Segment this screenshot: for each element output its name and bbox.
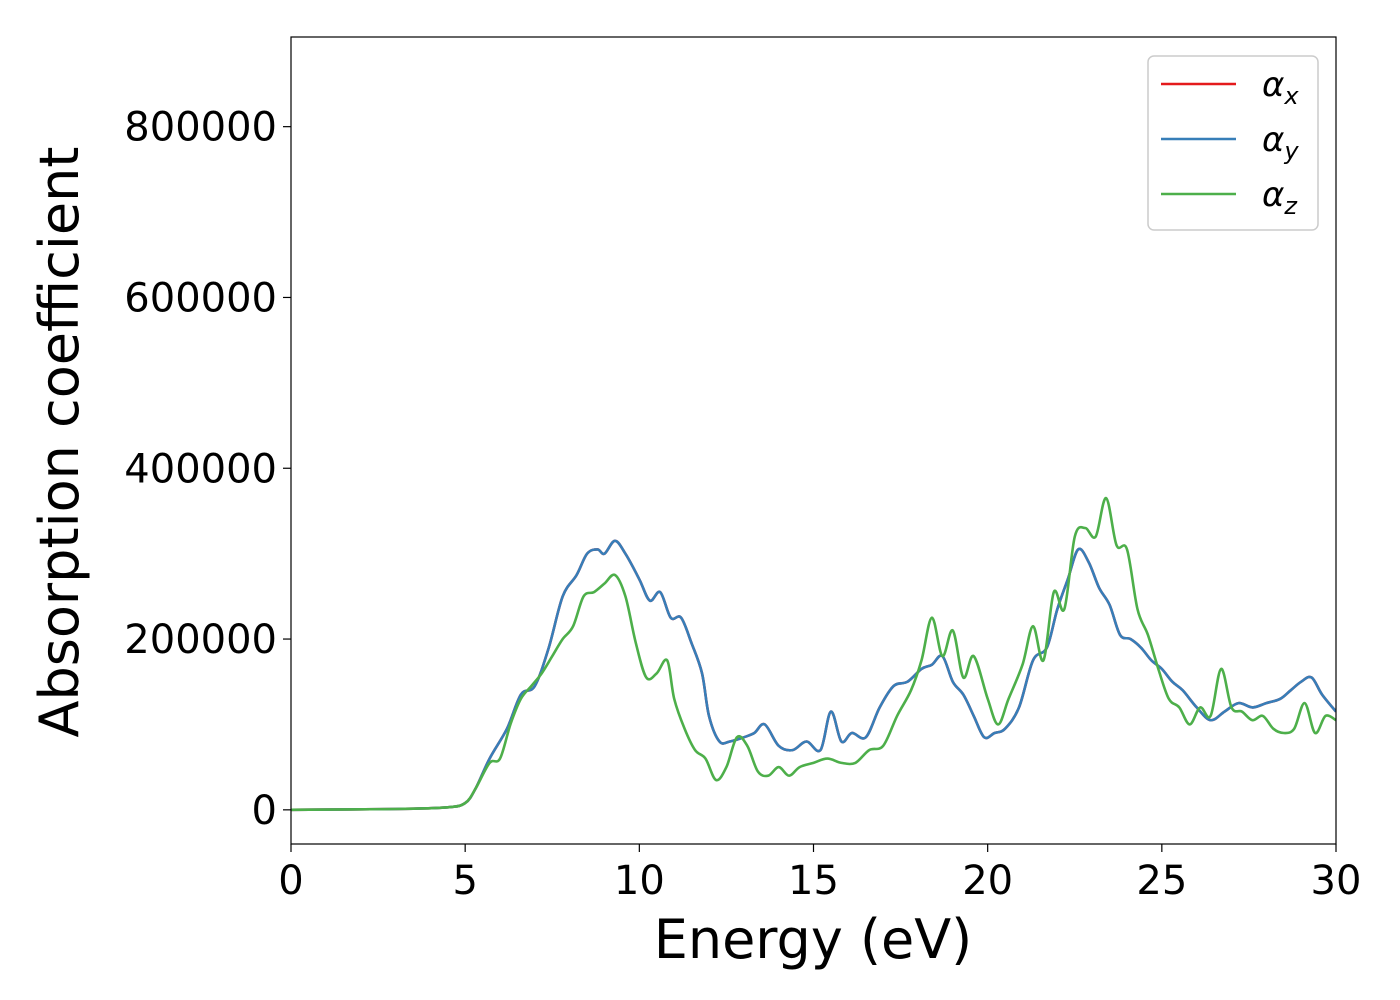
series-layer (291, 496, 1336, 812)
x-tick-label: 10 (614, 858, 665, 904)
legend-label-y: αy (1262, 120, 1299, 165)
x-tick-label: 0 (278, 858, 303, 904)
x-tick-label: 25 (1136, 858, 1187, 904)
x-axis: 0 5 10 15 20 25 30 (278, 844, 1361, 904)
y-tick-label: 400000 (124, 446, 277, 492)
y-tick-label: 0 (252, 788, 277, 834)
x-tick-label: 15 (788, 858, 839, 904)
y-axis: 0 200000 400000 600000 800000 (124, 105, 291, 834)
y-tick-label: 600000 (124, 275, 277, 321)
legend-label-x: αx (1262, 65, 1299, 110)
x-tick-label: 20 (962, 858, 1013, 904)
legend-label-z: αz (1262, 175, 1298, 220)
legend: αx αy αz (1147, 55, 1319, 231)
series-line-y (291, 539, 1336, 812)
y-tick-label: 800000 (124, 105, 277, 151)
x-axis-label: Energy (eV) (654, 908, 973, 971)
series-line-z (291, 496, 1336, 812)
legend-box (1147, 55, 1319, 231)
x-tick-label: 30 (1311, 858, 1362, 904)
y-tick-label: 200000 (124, 617, 277, 663)
x-tick-label: 5 (452, 858, 477, 904)
series-line-x (291, 539, 1336, 812)
y-axis-label: Absorption coefficient (28, 147, 91, 738)
